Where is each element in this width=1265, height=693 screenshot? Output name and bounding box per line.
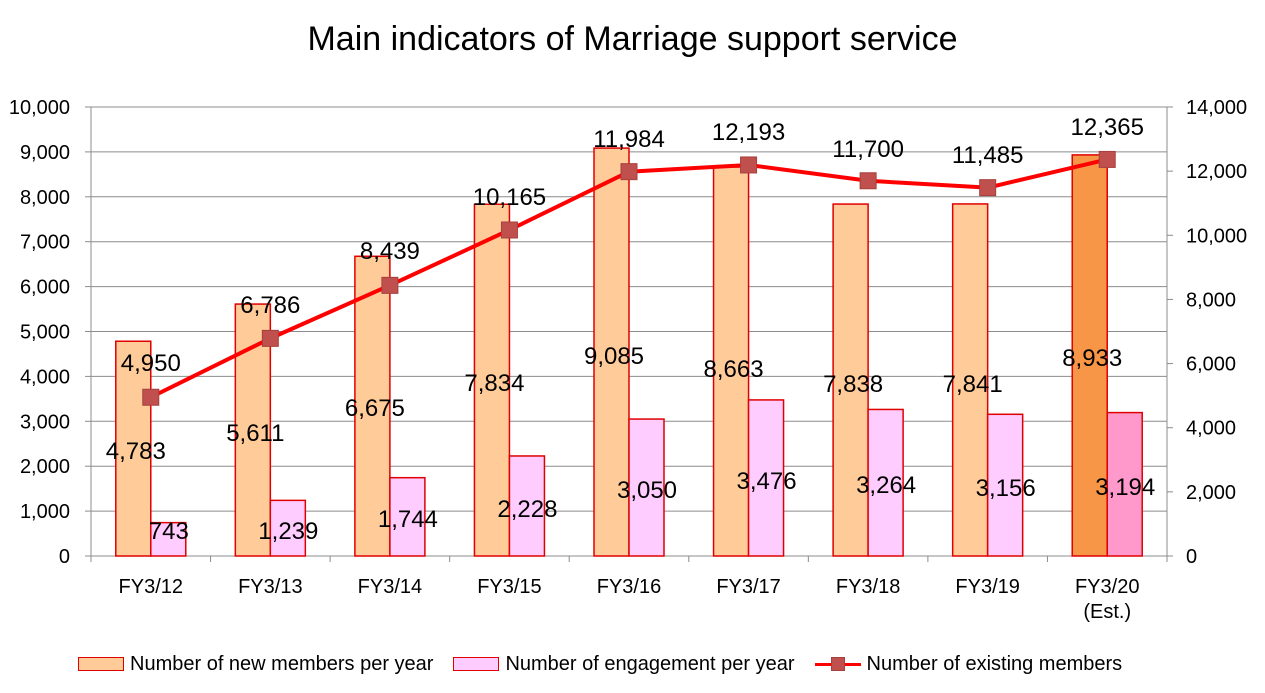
right-axis-tick-label: 8,000 [1186,289,1236,311]
data-label-engagement: 2,228 [497,496,557,523]
bars [115,147,1143,557]
bar-new-members [1071,154,1108,557]
legend-item-new-members: Number of new members per year [78,653,433,676]
data-label-engagement: 1,744 [378,506,438,533]
legend: Number of new members per year Number of… [78,650,1142,678]
data-label-new-members: 6,675 [345,395,405,422]
bar-engagement [269,499,307,557]
legend-swatch-existing-members [814,657,861,671]
marker-existing-members [142,388,160,406]
x-axis-tick-label: FY3/12 [119,576,183,598]
bar-engagement [389,476,426,557]
data-label-new-members: 7,841 [943,371,1003,398]
left-axis-tick-label: 6,000 [20,277,70,299]
data-label-existing-members: 6,786 [240,292,300,319]
bar-engagement [508,455,546,557]
legend-label-existing-members: Number of existing members [866,652,1123,675]
right-axis-tick-label: 2,000 [1186,482,1236,504]
right-axis-tick-label: 0 [1186,546,1197,568]
tick-labels: 0 1,000 2,000 3,000 4,000 5,000 6,000 7,000 8,00… [9,97,1247,623]
data-label-engagement: 743 [149,518,189,545]
line-series [142,150,1116,406]
data-labels: 4,783 743 4,950 5,611 1,239 6,786 6,675 1,744 8,… [106,114,1156,545]
marker-existing-members [261,329,279,347]
bar-engagement [867,408,904,557]
data-label-existing-members: 8,439 [360,238,420,265]
x-axis-tick-label: FY3/13 [238,576,302,598]
data-label-existing-members: 11,485 [952,142,1024,169]
chart-title: Main indicators of Marriage support serv… [307,20,958,58]
right-axis-tick-label: 12,000 [1186,161,1247,183]
bar-new-members [832,203,869,557]
data-label-new-members: 8,933 [1062,345,1122,372]
marker-existing-members [500,221,518,239]
marker-existing-members [740,156,758,174]
legend-item-existing-members: Number of existing members [814,652,1123,676]
data-label-new-members: 7,834 [464,370,524,397]
left-axis-tick-label: 2,000 [20,456,70,478]
bar-new-members [951,203,989,557]
x-axis-tick-label: (Est.) [1083,601,1131,623]
data-label-existing-members: 11,984 [593,126,665,153]
left-axis-tick-label: 5,000 [20,322,70,344]
left-axis-tick-label: 1,000 [20,501,70,523]
left-axis-tick-label: 7,000 [20,232,70,254]
left-axis-tick-label: 10,000 [9,97,70,119]
left-axis-tick-label: 0 [59,546,70,568]
data-label-existing-members: 12,193 [712,119,785,146]
bar-engagement [150,521,187,557]
data-label-engagement: 3,264 [856,472,916,499]
bar-new-members [712,166,750,557]
marker-existing-members [979,179,997,197]
data-label-engagement: 3,476 [737,468,797,495]
legend-item-engagement: Number of engagement per year [453,652,795,676]
data-label-engagement: 3,194 [1095,474,1155,501]
data-label-existing-members: 12,365 [1071,114,1144,141]
bar-engagement [986,413,1024,557]
data-label-new-members: 9,085 [584,343,644,370]
left-axis-tick-label: 4,000 [20,366,70,388]
marker-existing-members [1098,150,1116,168]
bar-new-members [473,203,511,557]
data-label-new-members: 4,783 [106,438,166,465]
data-label-existing-members: 11,700 [832,136,904,163]
data-label-existing-members: 4,950 [121,350,181,377]
bar-new-members [593,147,630,557]
left-axis-tick-label: 9,000 [20,142,70,164]
x-axis-tick-label: FY3/17 [716,576,780,598]
marker-existing-members [620,163,638,181]
bar-new-members [354,255,391,557]
left-axis-tick-label: 8,000 [20,187,70,209]
left-axis-tick-label: 3,000 [20,411,70,433]
x-axis-tick-label: FY3/14 [358,576,422,598]
x-axis-tick-label: FY3/18 [836,576,900,598]
bar-engagement [628,418,665,557]
legend-swatch-engagement [453,657,500,671]
right-axis-tick-label: 14,000 [1186,97,1247,119]
data-label-new-members: 8,663 [704,356,764,383]
marker-existing-members [381,276,399,294]
data-label-new-members: 5,611 [226,420,284,447]
bar-engagement [747,399,785,557]
data-label-engagement: 3,050 [617,477,677,504]
x-axis-tick-label: FY3/15 [477,576,541,598]
data-label-engagement: 3,156 [976,475,1036,502]
right-axis-tick-label: 4,000 [1186,418,1236,440]
data-label-existing-members: 10,165 [473,184,546,211]
bar-new-members [115,340,152,557]
legend-label-engagement: Number of engagement per year [505,652,795,675]
legend-label-new-members: Number of new members per year [130,652,434,675]
x-axis-tick-label: FY3/20 [1075,576,1139,598]
right-axis-tick-label: 6,000 [1186,354,1236,376]
legend-swatch-new-members [78,657,124,671]
marker-existing-members [859,172,877,190]
data-label-engagement: 1,239 [258,518,318,545]
bar-engagement [1106,411,1143,557]
right-axis-tick-label: 10,000 [1186,225,1247,247]
x-axis-tick-label: FY3/16 [597,576,661,598]
x-axis-tick-label: FY3/19 [955,576,1019,598]
data-label-new-members: 7,838 [823,371,883,398]
